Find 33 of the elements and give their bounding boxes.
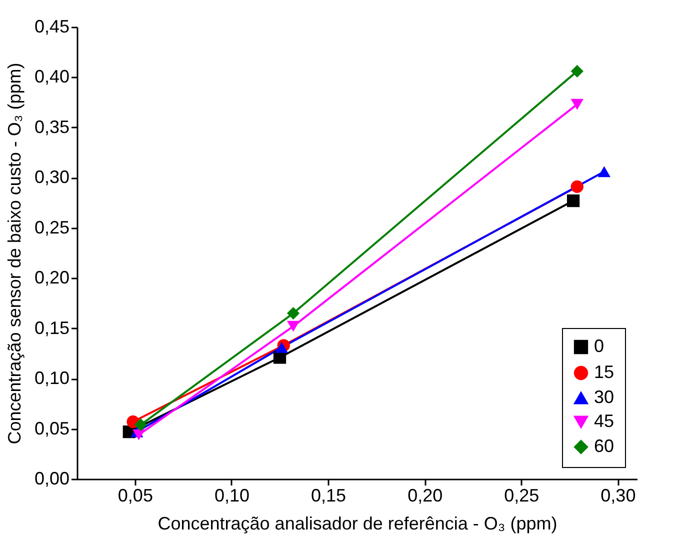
x-tick-label: 0,10 — [214, 486, 250, 506]
point — [134, 418, 148, 432]
y-tick-label: 0,45 — [34, 16, 70, 36]
point — [570, 180, 584, 194]
y-tick-label: 0,05 — [34, 418, 70, 438]
point — [286, 320, 300, 332]
legend-label: 0 — [594, 336, 604, 356]
point — [275, 342, 288, 353]
legend-label: 30 — [594, 387, 614, 407]
y-tick-label: 0,30 — [34, 167, 70, 188]
y-tick-label: 0,25 — [34, 217, 70, 238]
legend-label: 45 — [594, 411, 614, 431]
y-tick-label: 0,20 — [34, 268, 70, 288]
legend-label: 60 — [594, 436, 614, 456]
y-tick-label: 0,40 — [34, 66, 70, 87]
y-tick-label: 0,00 — [34, 468, 70, 488]
point — [132, 429, 146, 440]
x-tick-label: 0,20 — [408, 486, 443, 506]
legend-label: 15 — [594, 362, 614, 382]
y-axis-title: Concentração sensor de baixo custo - O₃ (ppm) — [4, 62, 24, 444]
point — [566, 194, 580, 208]
point — [598, 166, 610, 178]
x-tick-label: 0,30 — [600, 486, 636, 506]
x-tick-label: 0,05 — [118, 486, 153, 506]
y-tick-label: 0,35 — [34, 116, 70, 137]
point — [570, 98, 584, 110]
x-tick-label: 0,25 — [504, 486, 540, 506]
y-tick-label: 0,15 — [34, 318, 70, 338]
point — [286, 306, 300, 320]
x-tick-label: 0,15 — [311, 486, 346, 506]
x-axis-title: Concentração analisador de referência - O₃ (ppm) — [158, 514, 558, 534]
y-tick-label: 0,10 — [34, 368, 70, 388]
point — [570, 64, 584, 78]
